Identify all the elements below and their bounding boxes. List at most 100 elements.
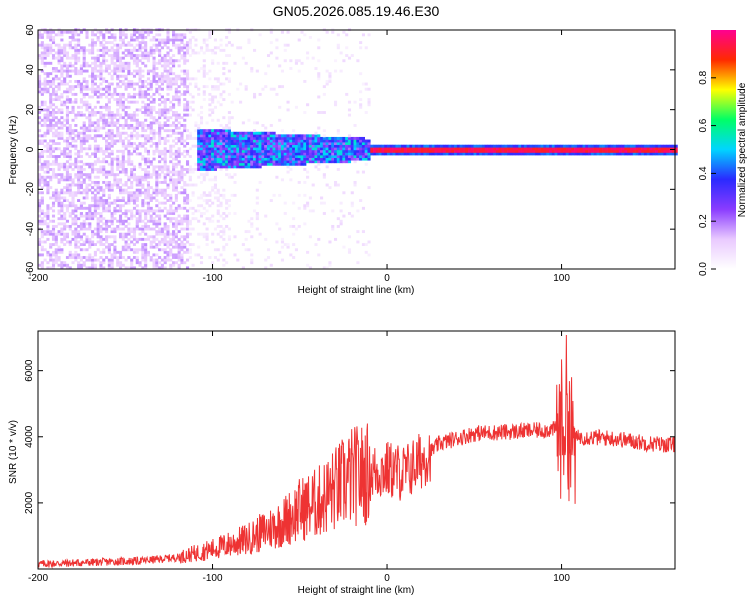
heatmap-cell xyxy=(113,116,117,120)
heatmap-cell xyxy=(102,33,106,37)
heatmap-cell xyxy=(278,105,282,109)
heatmap-cell xyxy=(333,69,338,73)
heatmap-cell xyxy=(202,149,206,153)
heatmap-cell xyxy=(361,170,365,174)
heatmap-cell xyxy=(613,149,617,153)
heatmap-cell xyxy=(459,149,463,153)
heatmap-cell xyxy=(261,147,265,151)
heatmap-cell xyxy=(138,193,142,197)
heatmap-cell xyxy=(158,54,162,57)
heatmap-cell xyxy=(216,232,220,236)
heatmap-cell xyxy=(219,147,223,151)
heatmap-cell xyxy=(199,149,204,153)
heatmap-cell xyxy=(91,168,95,171)
heatmap-cell xyxy=(562,149,567,153)
heatmap-cell xyxy=(124,224,128,228)
heatmap-cell xyxy=(364,142,368,146)
heatmap-cell xyxy=(247,136,251,140)
heatmap-cell xyxy=(166,230,170,234)
heatmap-cell xyxy=(158,175,162,179)
heatmap-cell xyxy=(208,178,212,182)
heatmap-cell xyxy=(208,48,212,52)
heatmap-cell xyxy=(320,136,324,140)
heatmap-cell xyxy=(79,48,83,52)
heatmap-cell xyxy=(160,157,164,161)
heatmap-cell xyxy=(40,235,44,239)
heatmap-cell xyxy=(339,149,343,153)
heatmap-cell xyxy=(68,69,72,73)
heatmap-cell xyxy=(79,85,83,89)
heatmap-cell xyxy=(241,139,245,143)
heatmap-cell xyxy=(85,103,89,107)
heatmap-cell xyxy=(102,204,106,208)
heatmap-cell xyxy=(174,178,178,182)
heatmap-cell xyxy=(60,46,64,50)
heatmap-cell xyxy=(121,100,125,104)
heatmap-cell xyxy=(96,111,100,114)
heatmap-cell xyxy=(96,64,100,68)
heatmap-cell xyxy=(85,64,89,68)
heatmap-cell xyxy=(174,155,178,158)
heatmap-cell xyxy=(107,201,111,205)
heatmap-cell xyxy=(526,147,530,151)
heatmap-cell xyxy=(166,64,170,68)
heatmap-cell xyxy=(172,79,176,83)
heatmap-cell xyxy=(174,92,178,96)
heatmap-cell xyxy=(208,160,212,164)
heatmap-cell xyxy=(163,105,167,109)
heatmap-cell xyxy=(49,61,53,65)
heatmap-cell xyxy=(43,139,47,143)
heatmap-cell xyxy=(169,116,173,120)
heatmap-cell xyxy=(79,168,83,171)
heatmap-cell xyxy=(652,149,656,153)
heatmap-cell xyxy=(116,227,120,231)
heatmap-cell xyxy=(77,136,81,140)
heatmap-cell xyxy=(269,149,273,153)
heatmap-cell xyxy=(116,180,120,184)
heatmap-cell xyxy=(68,224,72,228)
heatmap-cell xyxy=(428,147,433,151)
heatmap-cell xyxy=(43,149,47,153)
heatmap-cell xyxy=(135,222,139,226)
heatmap-cell xyxy=(174,74,178,78)
heatmap-cell xyxy=(571,152,575,156)
heatmap-cell xyxy=(308,149,312,153)
heatmap-cell xyxy=(213,131,218,135)
heatmap-cell xyxy=(146,108,150,112)
heatmap-cell xyxy=(183,85,187,89)
heatmap-cell xyxy=(96,59,100,63)
heatmap-cell xyxy=(116,263,120,267)
heatmap-cell xyxy=(250,144,254,148)
heatmap-cell xyxy=(205,162,209,166)
heatmap-cell xyxy=(236,149,240,153)
heatmap-cell xyxy=(46,124,50,127)
heatmap-cell xyxy=(79,201,83,205)
heatmap-cell xyxy=(280,258,285,262)
heatmap-cell xyxy=(118,95,123,99)
heatmap-cell xyxy=(124,232,128,236)
heatmap-cell xyxy=(65,129,70,133)
heatmap-cell xyxy=(213,144,218,148)
colorbar: 0.00.20.40.60.8 Normalized spectral ampl… xyxy=(698,30,748,276)
heatmap-cell xyxy=(546,144,550,148)
heatmap-cell xyxy=(155,209,159,213)
heatmap-cell xyxy=(191,191,195,195)
heatmap-cell xyxy=(82,113,86,117)
heatmap-cell xyxy=(180,54,184,57)
heatmap-cell xyxy=(141,129,145,133)
heatmap-cell xyxy=(183,237,187,241)
heatmap-cell xyxy=(163,256,167,259)
heatmap-cell xyxy=(124,212,128,215)
heatmap-cell xyxy=(99,126,103,130)
heatmap-cell xyxy=(632,149,636,153)
heatmap-cell xyxy=(105,235,109,239)
heatmap-cell xyxy=(124,183,128,187)
heatmap-cell xyxy=(529,152,533,156)
heatmap-cell xyxy=(40,118,44,122)
heatmap-cell xyxy=(515,152,519,156)
heatmap-cell xyxy=(144,103,148,107)
heatmap-cell xyxy=(177,206,181,210)
heatmap-cell xyxy=(197,69,201,73)
heatmap-cell xyxy=(93,199,97,202)
heatmap-cell xyxy=(320,196,324,200)
